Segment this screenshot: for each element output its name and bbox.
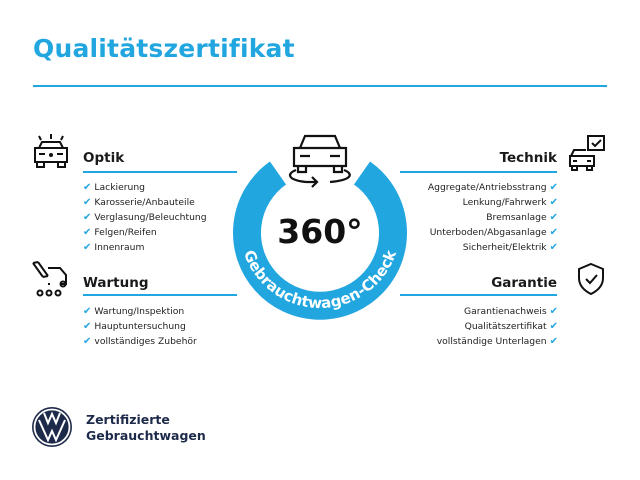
- check-icon: ✔: [549, 227, 558, 238]
- list-item: Lenkung/Fahrwerk ✔: [462, 197, 558, 208]
- list-item: ✔ Verglasung/Beleuchtung: [83, 212, 207, 223]
- list-item: ✔ Wartung/Inspektion: [83, 306, 185, 317]
- 360-check-badge: 360° Gebrauchtwagen-Check: [233, 134, 407, 320]
- check-icon: ✔: [83, 197, 92, 208]
- shield-check-icon: [578, 262, 604, 296]
- check-icon: ✔: [549, 182, 558, 193]
- section-title-wartung: Wartung: [83, 275, 149, 291]
- vw-logo: [32, 407, 72, 447]
- list-item: ✔ Lackierung: [83, 182, 145, 193]
- check-icon: ✔: [83, 321, 92, 332]
- check-icon: ✔: [83, 182, 92, 193]
- list-item: vollständige Unterlagen ✔: [436, 336, 558, 347]
- list-item: Garantienachweis ✔: [463, 306, 558, 317]
- technik-divider: [400, 171, 557, 173]
- garantie-list: Garantienachweis ✔ Qualitätszertifikat ✔ v…: [437, 304, 558, 349]
- check-icon: ✔: [83, 306, 92, 317]
- list-item: ✔ vollständiges Zubehör: [83, 336, 197, 347]
- check-icon: ✔: [549, 242, 558, 253]
- list-item: Qualitätszertifikat ✔: [464, 321, 558, 332]
- title-divider: [33, 85, 607, 87]
- service-van-icon: [32, 261, 67, 297]
- badge-value: 360°: [277, 212, 362, 251]
- garantie-divider: [400, 294, 557, 296]
- optik-divider: [83, 171, 237, 173]
- section-title-optik: Optik: [83, 150, 125, 166]
- list-item: ✔ Felgen/Reifen: [83, 227, 157, 238]
- car-lights-icon: [34, 134, 68, 168]
- wartung-list: ✔ Wartung/Inspektion ✔ Hauptuntersuchung ✔…: [83, 304, 197, 349]
- technik-list: Aggregate/Antriebsstrang ✔ Lenkung/Fahrwe…: [428, 180, 558, 255]
- page-title: Qualitätszertifikat: [33, 34, 295, 63]
- check-icon: ✔: [549, 321, 558, 332]
- badge-ring: [233, 161, 407, 320]
- wartung-divider: [83, 294, 237, 296]
- list-item: ✔ Karosserie/Anbauteile: [83, 197, 195, 208]
- list-item: ✔ Hauptuntersuchung: [83, 321, 186, 332]
- check-icon: ✔: [549, 197, 558, 208]
- optik-list: ✔ Lackierung ✔ Karosserie/Anbauteile ✔ Verg…: [83, 180, 207, 255]
- check-icon: ✔: [83, 336, 92, 347]
- check-icon: ✔: [549, 212, 558, 223]
- check-icon: ✔: [549, 336, 558, 347]
- brand-text: Zertifizierte Gebrauchtwagen: [86, 412, 206, 443]
- check-icon: ✔: [83, 212, 92, 223]
- section-title-technik: Technik: [499, 150, 557, 166]
- section-title-garantie: Garantie: [491, 275, 557, 291]
- list-item: Aggregate/Antriebsstrang ✔: [427, 182, 558, 193]
- car-checklist-icon: [569, 135, 605, 171]
- check-icon: ✔: [83, 227, 92, 238]
- car-rotate-icon: [288, 134, 351, 188]
- list-item: ✔ Innenraum: [83, 242, 145, 253]
- check-icon: ✔: [83, 242, 92, 253]
- check-icon: ✔: [549, 306, 558, 317]
- list-item: Sicherheit/Elektrik ✔: [462, 242, 558, 253]
- list-item: Bremsanlage ✔: [486, 212, 558, 223]
- list-item: Unterboden/Abgasanlage ✔: [429, 227, 558, 238]
